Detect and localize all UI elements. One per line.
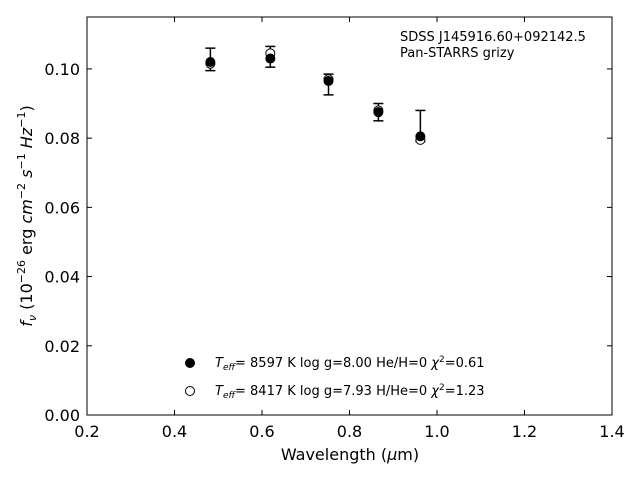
annotation-survey: Pan-STARRS grizy bbox=[400, 46, 515, 61]
x-tick-label: 0.6 bbox=[249, 422, 274, 441]
y-tick-label: 0.06 bbox=[44, 198, 80, 217]
legend-entry-2: Teff= 8417 K log g=7.93 H/He=0 χ2=1.23 bbox=[215, 383, 485, 401]
data-markers bbox=[205, 48, 426, 145]
x-tick-label: 1.2 bbox=[512, 422, 537, 441]
x-axis-ticks: 0.2 0.4 0.6 0.8 1.0 1.2 1.4 bbox=[74, 17, 625, 441]
x-axis-label: Wavelength (μm) bbox=[281, 445, 419, 464]
y-tick-label: 0.00 bbox=[44, 406, 80, 425]
y-axis-ticks: 0.00 0.02 0.04 0.06 0.08 0.10 bbox=[44, 60, 612, 425]
x-tick-label: 0.8 bbox=[337, 422, 362, 441]
x-tick-label: 0.2 bbox=[74, 422, 99, 441]
data-point-filled bbox=[205, 56, 216, 67]
legend: Teff= 8597 K log g=8.00 He/H=0 χ2=0.61 T… bbox=[185, 355, 485, 401]
data-point-filled bbox=[265, 53, 276, 64]
y-tick-label: 0.10 bbox=[44, 60, 80, 79]
data-point-filled bbox=[415, 131, 426, 142]
data-point-filled bbox=[373, 107, 384, 118]
legend-entry-1: Teff= 8597 K log g=8.00 He/H=0 χ2=0.61 bbox=[215, 355, 485, 373]
y-tick-label: 0.04 bbox=[44, 268, 80, 287]
y-tick-label: 0.08 bbox=[44, 129, 80, 148]
x-tick-label: 1.0 bbox=[424, 422, 449, 441]
y-tick-label: 0.02 bbox=[44, 337, 80, 356]
legend-marker-open bbox=[185, 386, 195, 396]
legend-marker-filled bbox=[185, 358, 195, 368]
plot-area bbox=[86, 16, 613, 416]
annotation-object: SDSS J145916.60+092142.5 bbox=[400, 30, 586, 45]
x-tick-label: 1.4 bbox=[599, 422, 624, 441]
data-point-filled bbox=[323, 76, 334, 87]
y-axis-label: fν (10−26 erg cm−2 s−1 Hz−1) bbox=[15, 105, 39, 326]
x-tick-label: 0.4 bbox=[162, 422, 187, 441]
